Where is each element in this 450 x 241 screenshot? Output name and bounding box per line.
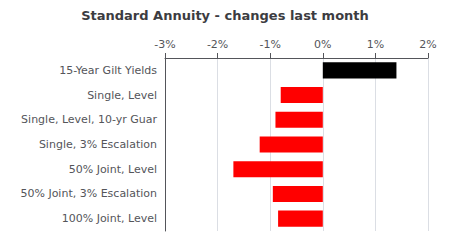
svg-text:-2%: -2% bbox=[207, 38, 228, 51]
svg-text:Single, Level, 10-yr Guar: Single, Level, 10-yr Guar bbox=[21, 113, 157, 126]
svg-text:100% Joint, Level: 100% Joint, Level bbox=[62, 212, 157, 225]
svg-text:50% Joint, 3% Escalation: 50% Joint, 3% Escalation bbox=[20, 187, 157, 200]
svg-text:Standard Annuity - changes las: Standard Annuity - changes last month bbox=[81, 8, 369, 23]
svg-text:-1%: -1% bbox=[259, 38, 280, 51]
svg-text:Single, Level: Single, Level bbox=[87, 89, 157, 102]
svg-text:15-Year Gilt Yields: 15-Year Gilt Yields bbox=[59, 64, 157, 77]
svg-text:Single, 3% Escalation: Single, 3% Escalation bbox=[39, 138, 157, 151]
svg-text:-3%: -3% bbox=[154, 38, 175, 51]
svg-text:50% Joint, Level: 50% Joint, Level bbox=[69, 163, 157, 176]
svg-text:2%: 2% bbox=[419, 38, 436, 51]
svg-text:0%: 0% bbox=[314, 38, 331, 51]
svg-text:1%: 1% bbox=[367, 38, 384, 51]
